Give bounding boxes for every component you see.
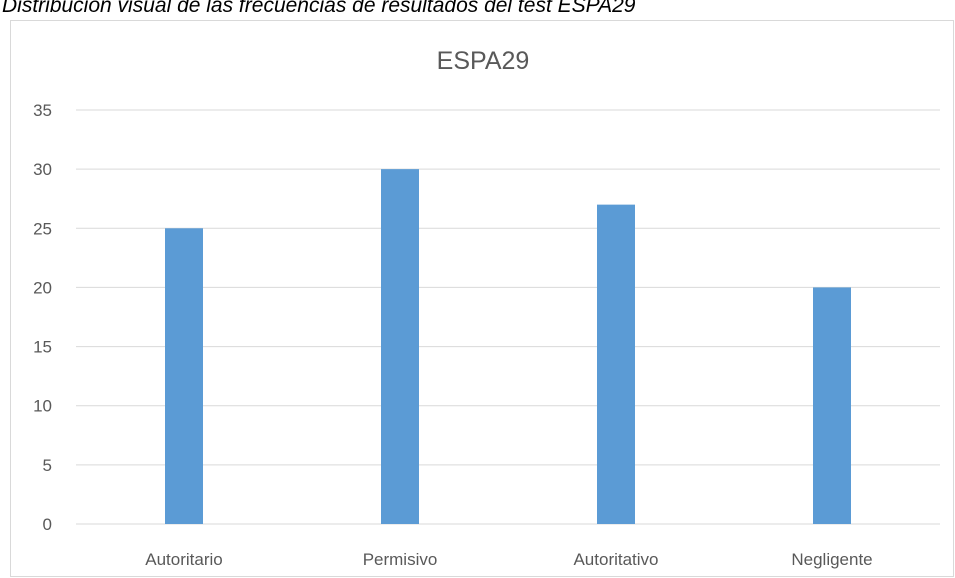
grid-lines <box>76 109 940 525</box>
y-tick-label: 25 <box>33 219 52 238</box>
x-tick-label: Negligente <box>791 550 872 569</box>
y-tick-label: 30 <box>33 160 52 179</box>
x-tick-label: Permisivo <box>363 550 438 569</box>
x-axis-labels: Autoritario Permisivo Autoritativo Negligen… <box>145 550 872 569</box>
bar-permisivo <box>381 169 419 524</box>
y-tick-label: 10 <box>33 397 52 416</box>
bar-autoritario <box>165 228 203 525</box>
bars <box>165 169 851 525</box>
y-tick-label: 35 <box>33 101 52 120</box>
y-tick-label: 20 <box>33 278 52 297</box>
chart-title: ESPA29 <box>437 47 530 75</box>
y-axis-ticks: 0 5 10 15 20 25 30 35 <box>33 101 52 534</box>
y-tick-label: 15 <box>33 338 52 357</box>
bar-negligente <box>813 287 851 524</box>
x-tick-label: Autoritativo <box>573 550 658 569</box>
bar-autoritativo <box>597 204 635 524</box>
x-tick-label: Autoritario <box>145 550 222 569</box>
y-tick-label: 0 <box>43 515 52 534</box>
figure-caption: Distribución visual de las frecuencias d… <box>2 0 636 17</box>
y-tick-label: 5 <box>43 456 52 475</box>
